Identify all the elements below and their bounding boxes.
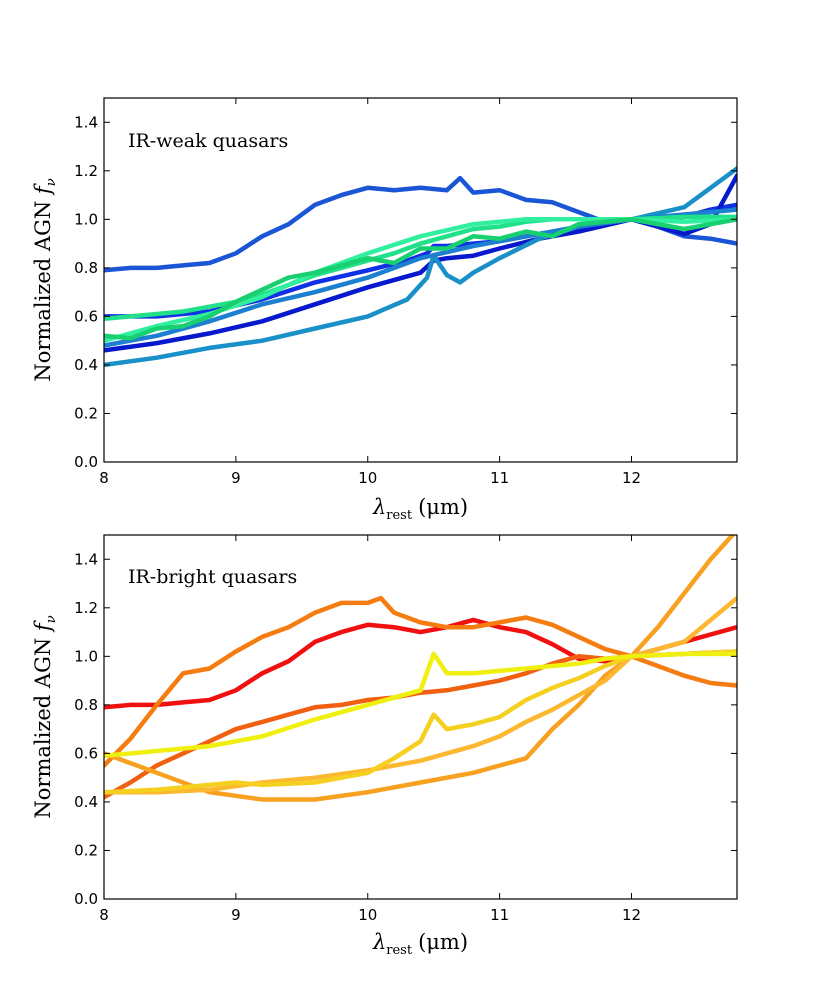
top-chart-panel: 8 9 10 11 12 0.0 0.2 0.4 0.6 0.8 1.0 1.2 1.4 IR-weak… bbox=[31, 97, 738, 523]
top-x-tick-label: 12 bbox=[622, 469, 641, 487]
bottom-y-tick-label: 0.0 bbox=[74, 890, 98, 908]
bottom-x-tick-label: 9 bbox=[231, 906, 241, 924]
top-y-tick-label: 0.4 bbox=[74, 356, 98, 374]
top-x-axis-unit: (μm) bbox=[418, 495, 468, 519]
bottom-series-line-5 bbox=[104, 595, 737, 795]
top-x-tick-label: 10 bbox=[358, 469, 377, 487]
bottom-series-layer bbox=[104, 535, 737, 802]
bottom-y-axis-symbol: f bbox=[31, 620, 55, 633]
bottom-x-axis-title: λrest (μm) bbox=[372, 930, 468, 958]
bottom-y-tick-label: 0.6 bbox=[74, 744, 98, 762]
bottom-chart-panel: 8 9 10 11 12 0.0 0.2 0.4 0.6 0.8 1.0 1.2 1.4 IR-brig… bbox=[31, 534, 738, 958]
bottom-y-axis-title: Normalized AGN fν bbox=[31, 615, 59, 818]
top-y-axis-subscript: ν bbox=[44, 178, 59, 186]
top-y-tick-label: 0.0 bbox=[74, 453, 98, 471]
bottom-y-tick-label: 0.4 bbox=[74, 793, 98, 811]
top-y-tick-label: 0.8 bbox=[74, 259, 98, 277]
top-y-tick-label: 1.2 bbox=[74, 162, 98, 180]
top-series-line-8 bbox=[104, 217, 737, 341]
bottom-y-tick-label: 1.2 bbox=[74, 599, 98, 617]
top-ticks: 8 9 10 11 12 0.0 0.2 0.4 0.6 0.8 1.0 1.2 1.4 bbox=[74, 98, 737, 487]
bottom-ticks: 8 9 10 11 12 0.0 0.2 0.4 0.6 0.8 1.0 1.2 1.4 bbox=[74, 535, 737, 924]
top-y-axis-text: Normalized AGN bbox=[31, 194, 55, 382]
bottom-series-line-6 bbox=[104, 649, 737, 795]
top-series-line-5 bbox=[104, 207, 737, 348]
top-y-axis-symbol: f bbox=[31, 183, 55, 196]
bottom-y-tick-label: 0.8 bbox=[74, 696, 98, 714]
top-y-tick-label: 1.0 bbox=[74, 210, 98, 228]
top-y-tick-label: 1.4 bbox=[74, 113, 98, 131]
bottom-y-tick-label: 0.2 bbox=[74, 841, 98, 859]
top-x-axis-symbol: λ bbox=[372, 495, 386, 519]
bottom-x-tick-label: 8 bbox=[99, 906, 109, 924]
bottom-x-axis-unit: (μm) bbox=[418, 930, 468, 954]
top-y-axis-title: Normalized AGN fν bbox=[31, 178, 59, 381]
top-x-tick-label: 9 bbox=[231, 469, 241, 487]
bottom-plot-frame bbox=[103, 534, 738, 900]
top-x-axis-title: λrest (μm) bbox=[372, 495, 468, 523]
bottom-panel-title: IR-bright quasars bbox=[128, 566, 297, 588]
top-series-line-3 bbox=[104, 173, 737, 353]
bottom-y-tick-label: 1.0 bbox=[74, 647, 98, 665]
top-series-line-6 bbox=[104, 214, 737, 322]
bottom-series-line-7 bbox=[104, 651, 737, 759]
top-x-tick-label: 8 bbox=[99, 469, 109, 487]
top-plot-frame bbox=[103, 97, 738, 463]
bottom-x-tick-label: 12 bbox=[622, 906, 641, 924]
top-series-layer bbox=[104, 166, 737, 368]
bottom-x-axis-subscript: rest bbox=[386, 943, 413, 958]
bottom-series-line-2 bbox=[104, 649, 737, 800]
bottom-y-axis-subscript: ν bbox=[44, 615, 59, 623]
bottom-series-line-4 bbox=[104, 535, 736, 802]
top-x-tick-label: 11 bbox=[490, 469, 509, 487]
top-x-axis-subscript: rest bbox=[386, 508, 413, 523]
top-y-tick-label: 0.2 bbox=[74, 404, 98, 422]
bottom-x-tick-label: 11 bbox=[490, 906, 509, 924]
bottom-x-axis-symbol: λ bbox=[372, 930, 386, 954]
bottom-x-tick-label: 10 bbox=[358, 906, 377, 924]
bottom-y-axis-text: Normalized AGN bbox=[31, 631, 55, 819]
top-y-tick-label: 0.6 bbox=[74, 307, 98, 325]
top-panel-title: IR-weak quasars bbox=[128, 130, 288, 152]
bottom-y-tick-label: 1.4 bbox=[74, 550, 98, 568]
